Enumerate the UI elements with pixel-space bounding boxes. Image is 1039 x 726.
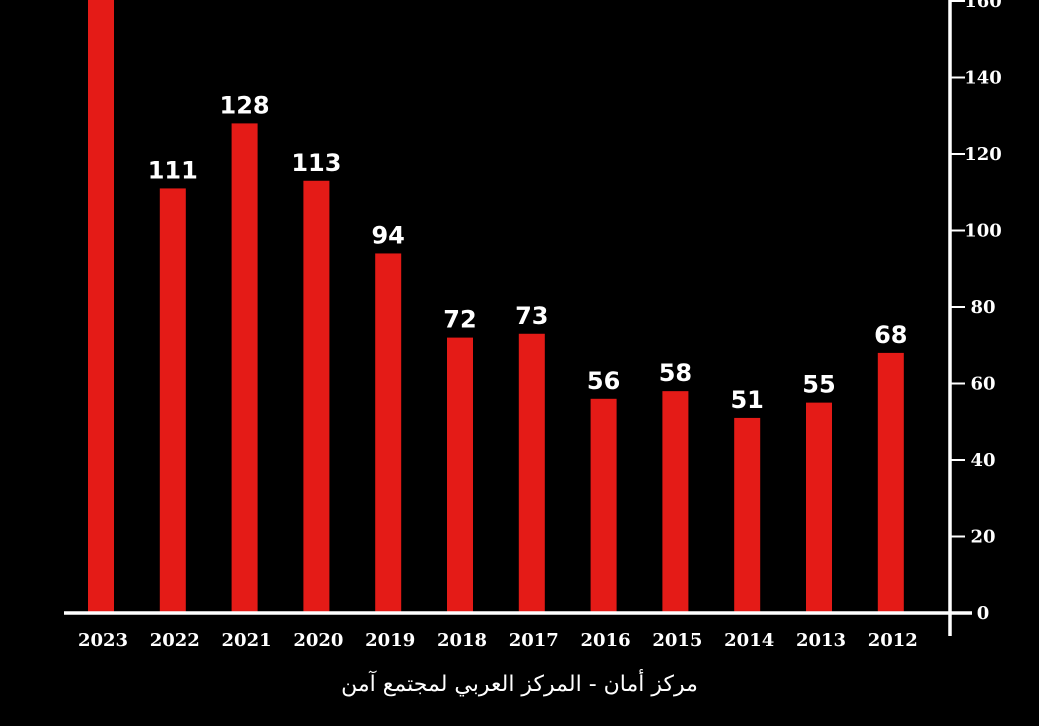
- y-tick-label-80: 80: [970, 297, 995, 318]
- x-tick-2012: 2012: [868, 630, 918, 651]
- x-tick-2022: 2022: [150, 630, 200, 651]
- bar-2020: [303, 180, 330, 613]
- y-tick-label-0: 0: [977, 603, 990, 624]
- y-tick-label-100: 100: [964, 221, 1002, 242]
- bar-2012: [877, 352, 904, 613]
- data-label-2022: 111: [148, 156, 198, 184]
- data-label-2016: 56: [587, 367, 620, 395]
- y-tick-label-40: 40: [970, 450, 995, 471]
- source-caption: مركز أمان - المركز العربي لمجتمع آمن: [341, 672, 698, 697]
- y-tick-label-60: 60: [970, 374, 995, 395]
- bars-group: [88, 0, 904, 614]
- y-tick-label-140: 140: [964, 68, 1002, 89]
- x-tick-2020: 2020: [293, 630, 343, 651]
- x-tick-2013: 2013: [796, 630, 846, 651]
- data-label-2017: 73: [515, 302, 548, 330]
- x-axis-ticks: 2023 2022 2021 2020 2019 2018 2017 2016 2015 2014…: [78, 630, 918, 651]
- y-tick-label-20: 20: [970, 527, 995, 548]
- data-label-2015: 58: [659, 359, 692, 387]
- data-label-2021: 128: [220, 91, 270, 119]
- y-tick-label-160: 160: [964, 0, 1002, 12]
- data-label-2018: 72: [443, 306, 476, 334]
- x-tick-2023: 2023: [78, 630, 128, 651]
- x-tick-2017: 2017: [509, 630, 559, 651]
- y-tick-label-120: 120: [964, 144, 1002, 165]
- bar-2015: [662, 391, 689, 613]
- bar-2019: [375, 253, 402, 613]
- bar-2022: [159, 188, 186, 614]
- data-label-2020: 113: [291, 149, 341, 177]
- bar-2016: [590, 398, 617, 613]
- bar-2021: [231, 123, 258, 614]
- x-tick-2018: 2018: [437, 630, 487, 651]
- data-label-2014: 51: [730, 386, 763, 414]
- bar-2014: [734, 417, 761, 613]
- data-label-2013: 55: [802, 371, 835, 399]
- x-tick-2021: 2021: [222, 630, 272, 651]
- data-labels-group: 111 128 113 94 72 73 56 58 51 55 68: [148, 91, 908, 414]
- bar-2018: [447, 337, 473, 613]
- data-label-2012: 68: [874, 321, 907, 349]
- x-tick-2016: 2016: [581, 630, 631, 651]
- bar-2023: [88, 0, 114, 613]
- y-axis-ticks: 0 20 40 60 80 100 120 140 160: [950, 0, 1002, 624]
- bar-2017: [518, 333, 545, 613]
- x-tick-2019: 2019: [365, 630, 415, 651]
- x-tick-2015: 2015: [652, 630, 702, 651]
- x-tick-2014: 2014: [724, 630, 774, 651]
- data-label-2019: 94: [371, 221, 404, 249]
- bar-2013: [806, 402, 832, 613]
